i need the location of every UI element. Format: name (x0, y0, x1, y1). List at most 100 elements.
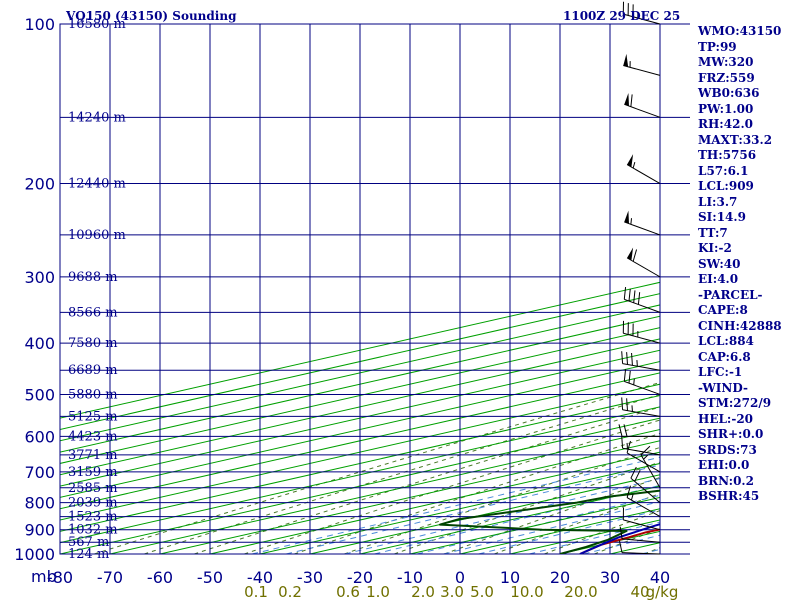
isotherm (60, 372, 660, 510)
wind-barb-feather (631, 352, 633, 366)
wind-barb-feather (634, 470, 641, 482)
isotherm (60, 417, 660, 554)
mixing-ratio-line (443, 501, 660, 554)
wind-barb-pennant (624, 93, 629, 107)
mixing-ratio-label: 1.0 (366, 583, 390, 600)
wind-barb-pennant (624, 210, 629, 224)
index-line: EI:4.0 (698, 272, 739, 286)
wind-barb-staff (622, 447, 661, 456)
wind-barb-feather (640, 445, 651, 456)
wind-barb-feather (626, 485, 631, 498)
wind-barb (640, 445, 661, 489)
temperature-tick-label: -30 (297, 568, 323, 587)
pressure-tick-label: 900 (24, 521, 55, 540)
wind-barb (619, 526, 661, 543)
index-line: -PARCEL- (698, 287, 763, 302)
index-line: STM:272/9 (698, 396, 772, 410)
wind-barb-feather (626, 398, 629, 411)
pressure-tick-label: 1000 (14, 545, 55, 564)
height-label: 2585 m (68, 481, 118, 496)
index-line: CAP:6.8 (698, 349, 751, 364)
index-line: TP:99 (698, 39, 737, 54)
wind-barb (618, 424, 660, 437)
height-label: 16580 m (68, 17, 126, 32)
temperature-tick-label: -60 (147, 568, 173, 587)
temperature-tick-label: -80 (47, 568, 73, 587)
index-line: SRDS:73 (698, 442, 757, 457)
wind-barb (626, 247, 661, 278)
wind-barb-staff (622, 409, 661, 417)
mixing-ratio-label: 0.6 (336, 583, 360, 600)
wind-barb-half-feather (630, 218, 633, 225)
isotherm (60, 406, 660, 544)
sounding-profiles (439, 489, 660, 554)
pressure-tick-label: 600 (24, 427, 55, 446)
temperature-tick-label: 40 (650, 568, 670, 587)
wind-barb-staff (626, 164, 661, 184)
pressure-tick-label: 500 (24, 385, 55, 404)
index-line: WB0:636 (698, 86, 760, 100)
wind-barb-half-feather (643, 454, 649, 460)
axis-grid (59, 23, 690, 555)
height-label: 14240 m (68, 110, 126, 125)
temperature-tick-label: 30 (600, 568, 620, 587)
index-line: MW:320 (698, 55, 754, 69)
wind-barb-staff (630, 477, 661, 504)
mixing-ratio-label: 0.1 (244, 583, 268, 600)
isotherm (60, 327, 660, 464)
wind-barb-staff (640, 454, 661, 489)
index-line: MAXT:33.2 (698, 132, 773, 147)
wind-barb-staff (622, 538, 661, 543)
index-line: L57:6.1 (698, 163, 749, 178)
pressure-tick-label: 700 (24, 463, 55, 482)
wind-barb (624, 93, 661, 118)
pressure-tick-label: 100 (24, 15, 55, 34)
height-label: 3159 m (68, 465, 118, 480)
index-line: LFC:-1 (698, 365, 743, 379)
wind-barb-staff (623, 13, 661, 25)
wind-barb-feather (632, 249, 638, 262)
height-label: 2039 m (68, 496, 118, 511)
height-label: 5125 m (68, 409, 118, 424)
wind-barb-feather (626, 352, 629, 365)
index-line: BSHR:45 (698, 489, 760, 503)
temperature-tick-label: -20 (347, 568, 373, 587)
temperature-tick-label: -50 (197, 568, 223, 587)
isotherm (60, 315, 660, 453)
wind-barb (626, 485, 661, 518)
profile-dewpoint-line (439, 489, 660, 554)
index-line: SHR+:0.0 (698, 427, 764, 441)
isotherm (60, 383, 660, 521)
height-label: 7580 m (68, 336, 118, 351)
wind-barb (621, 351, 661, 371)
chart-title: VQ150 (43150) Sounding (65, 9, 237, 23)
height-label: 3771 m (68, 448, 118, 463)
wind-barb (630, 466, 661, 504)
wind-barb (623, 369, 661, 395)
mixing-ratio-label: 20.0 (564, 583, 597, 600)
index-line: LI:3.7 (698, 194, 738, 209)
wind-barb-staff (626, 452, 661, 473)
wind-barb (623, 287, 661, 313)
plot-frame (59, 23, 661, 555)
wind-barb-feather (630, 466, 637, 479)
index-line: BRN:0.2 (698, 473, 754, 488)
mixing-ratio-label: 3.0 (440, 583, 464, 600)
index-line: TH:5756 (698, 148, 757, 162)
index-line: CAPE:8 (698, 303, 748, 317)
index-line: SI:14.9 (698, 210, 746, 224)
height-label: 5880 m (68, 387, 118, 402)
wind-barb-feather (621, 351, 624, 364)
height-label: 124 m (68, 547, 109, 562)
isotherm (209, 451, 660, 554)
wind-barb (618, 540, 661, 555)
dry-adiabat (94, 381, 660, 554)
isotherm-lines (60, 281, 660, 554)
wind-barb (626, 440, 661, 473)
wind-barb-staff (623, 332, 661, 344)
wind-barb (626, 154, 661, 184)
wind-barb-pennant (623, 53, 629, 67)
wind-barb (624, 210, 661, 236)
pressure-tick-label: 400 (24, 334, 55, 353)
